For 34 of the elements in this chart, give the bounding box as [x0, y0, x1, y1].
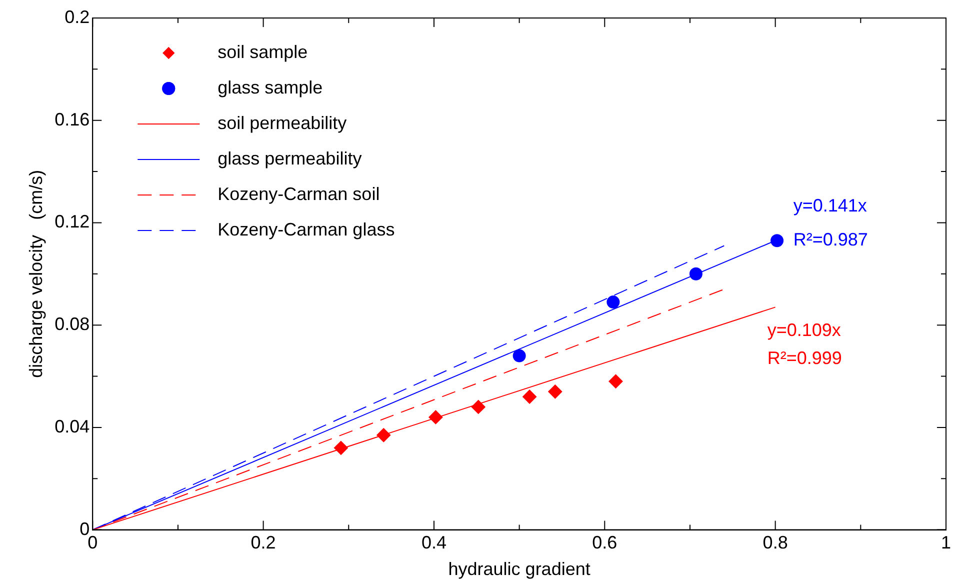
legend-label: glass permeability	[218, 148, 362, 168]
legend-label: soil permeability	[218, 112, 347, 133]
x-tick-label: 0.4	[421, 532, 446, 553]
point	[471, 400, 486, 414]
y-tick-label: 0.16	[54, 109, 90, 130]
y-tick-label: 0	[80, 518, 90, 539]
point	[606, 296, 620, 309]
point	[376, 428, 391, 442]
y-axis-title: discharge velocity (cm/s)	[26, 170, 46, 378]
y-tick-label: 0.12	[54, 212, 90, 232]
x-axis-title: hydraulic gradient	[448, 559, 590, 580]
point	[428, 410, 443, 424]
annotation: y=0.109x	[767, 320, 841, 340]
annotation: R²=0.999	[767, 348, 842, 368]
point	[522, 390, 537, 404]
legend-label: soil sample	[218, 42, 308, 62]
point	[770, 234, 784, 248]
x-tick-label: 1	[940, 532, 951, 553]
legend-label: Kozeny-Carman glass	[218, 219, 395, 240]
legend-label: Kozeny-Carman soil	[218, 184, 380, 204]
y-tick-label: 0.2	[64, 6, 90, 27]
legend-label: glass sample	[218, 77, 323, 98]
annotation: y=0.141x	[793, 196, 867, 216]
point	[512, 349, 526, 362]
y-tick-label: 0.04	[54, 416, 90, 436]
point	[334, 440, 348, 455]
x-tick-label: 0.6	[592, 532, 618, 553]
x-tick-label: 0.8	[762, 532, 788, 553]
point	[608, 374, 623, 388]
point	[548, 384, 562, 399]
x-tick-label: 0.2	[250, 532, 276, 553]
annotation: R²=0.987	[793, 230, 868, 250]
y-tick-label: 0.08	[54, 314, 90, 334]
point	[689, 267, 702, 280]
